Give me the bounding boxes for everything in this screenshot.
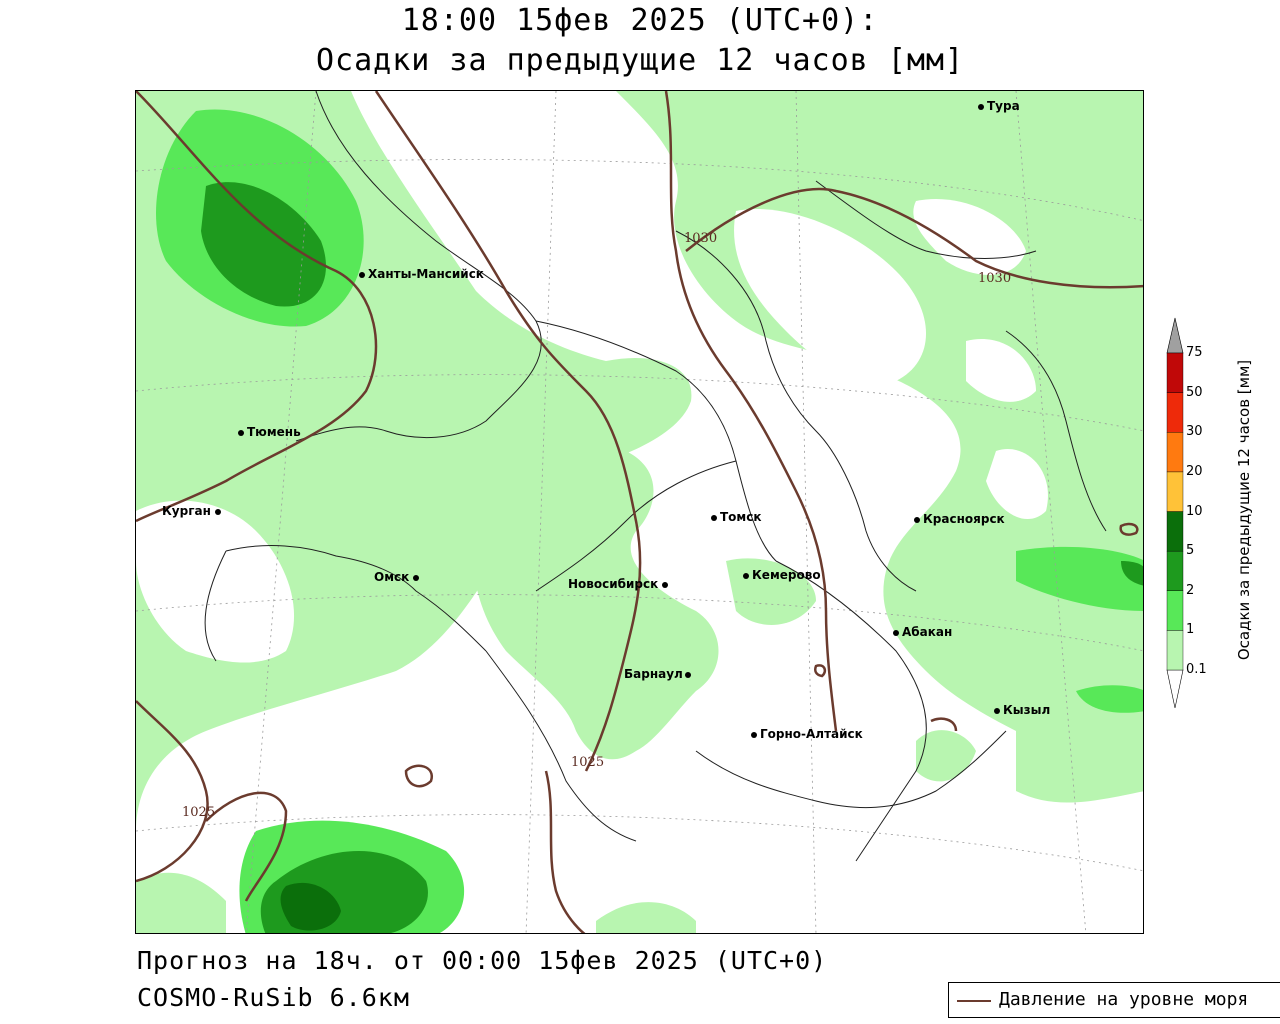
city-marker-icon: [413, 574, 420, 581]
city-name: Кемерово: [752, 568, 821, 582]
city-marker-icon: [662, 581, 669, 588]
city-marker-icon: [978, 103, 984, 110]
city-name: Красноярск: [923, 512, 1005, 526]
city-abakan: Абакан: [893, 625, 952, 639]
city-barnaul: Барнаул: [624, 667, 694, 681]
isobar-lines: [136, 91, 1143, 933]
forecast-info: Прогноз на 18ч. от 00:00 15фев 2025 (UTC…: [137, 946, 828, 975]
city-name: Тюмень: [247, 425, 301, 439]
map-title: Осадки за предыдущие 12 часов [мм]: [315, 43, 965, 78]
colorbar-tick-label: 75: [1186, 345, 1203, 360]
precip-core-areas: [280, 882, 341, 931]
city-name: Томск: [720, 510, 762, 524]
colorbar-swatch: [1166, 511, 1184, 552]
forecast-time-title: 18:00 15фев 2025 (UTC+0):: [401, 3, 879, 38]
city-marker-icon: [751, 731, 757, 738]
city-novosibirsk: Новосибирск: [568, 577, 671, 591]
colorbar-tick-label: 20: [1186, 463, 1203, 479]
city-krasnoyarsk: Красноярск: [914, 512, 1005, 526]
isobar-label: 1030: [684, 231, 718, 246]
precip-gaps: [136, 199, 1048, 663]
precipitation-map: Тура Ханты-Мансийск Тюмень Курган Омск Н…: [135, 90, 1144, 934]
city-tura: Тура: [978, 99, 1020, 113]
colorbar-overflow-swatch: [1166, 317, 1184, 354]
colorbar-swatch: [1166, 590, 1184, 631]
colorbar-title: Осадки за предыдущие 12 часов [мм]: [1235, 359, 1253, 661]
city-tyumen: Тюмень: [238, 425, 301, 439]
city-name: Абакан: [902, 625, 953, 639]
isobar-legend: Давление на уровне моря: [948, 982, 1280, 1018]
city-marker-icon: [359, 271, 365, 278]
colorbar-tick-label: 30: [1186, 424, 1203, 440]
city-marker-icon: [914, 516, 920, 523]
colorbar-tick-label: 50: [1186, 384, 1203, 400]
city-name: Барнаул: [624, 667, 683, 681]
city-name: Горно-Алтайск: [760, 727, 863, 741]
isobar-legend-line-icon: [957, 1000, 991, 1002]
city-marker-icon: [743, 572, 749, 579]
model-name: COSMO-RuSib 6.6км: [137, 983, 410, 1012]
city-name: Курган: [162, 504, 211, 518]
city-kyzyl: Кызыл: [994, 703, 1050, 717]
city-marker-icon: [214, 508, 221, 515]
graticule: [136, 91, 1143, 933]
city-name: Кызыл: [1003, 703, 1051, 717]
colorbar-tick-label: 10: [1186, 503, 1203, 519]
colorbar-swatch: [1166, 392, 1184, 433]
city-kurgan: Курган: [162, 504, 224, 518]
city-name: Ханты-Мансийск: [368, 267, 484, 281]
city-name: Тура: [987, 99, 1020, 113]
colorbar-tick-label: 2: [1186, 582, 1195, 598]
city-marker-icon: [238, 429, 244, 436]
colorbar-underflow-swatch: [1166, 669, 1184, 709]
colorbar-swatch: [1166, 432, 1184, 473]
city-marker-icon: [684, 671, 691, 678]
city-marker-icon: [893, 629, 899, 636]
city-omsk: Омск: [374, 570, 422, 584]
city-khanty-mansiysk: Ханты-Мансийск: [359, 267, 484, 281]
colorbar-swatch: [1166, 630, 1184, 671]
colorbar-swatch: [1166, 550, 1184, 591]
city-tomsk: Томск: [711, 510, 762, 524]
map-canvas: [136, 91, 1143, 933]
city-marker-icon: [711, 514, 717, 521]
colorbar-swatch: [1166, 471, 1184, 512]
isobar-label: 1030: [978, 271, 1012, 286]
colorbar-swatch: [1166, 352, 1184, 393]
city-name: Новосибирск: [568, 577, 659, 591]
city-name: Омск: [374, 570, 410, 584]
isobar-label: 1025: [571, 755, 605, 770]
admin-borders: [204, 91, 1107, 862]
colorbar-tick-label: 0.1: [1186, 662, 1207, 677]
isobar-legend-label: Давление на уровне моря: [999, 989, 1249, 1010]
colorbar-tick-label: 1: [1186, 622, 1195, 638]
precip-colorbar: [1166, 317, 1184, 709]
city-gorno-altaysk: Горно-Алтайск: [751, 727, 863, 741]
city-marker-icon: [994, 707, 1000, 714]
isobar-label: 1025: [182, 805, 216, 820]
colorbar-tick-label: 5: [1186, 543, 1195, 559]
city-kemerovo: Кемерово: [743, 568, 821, 582]
